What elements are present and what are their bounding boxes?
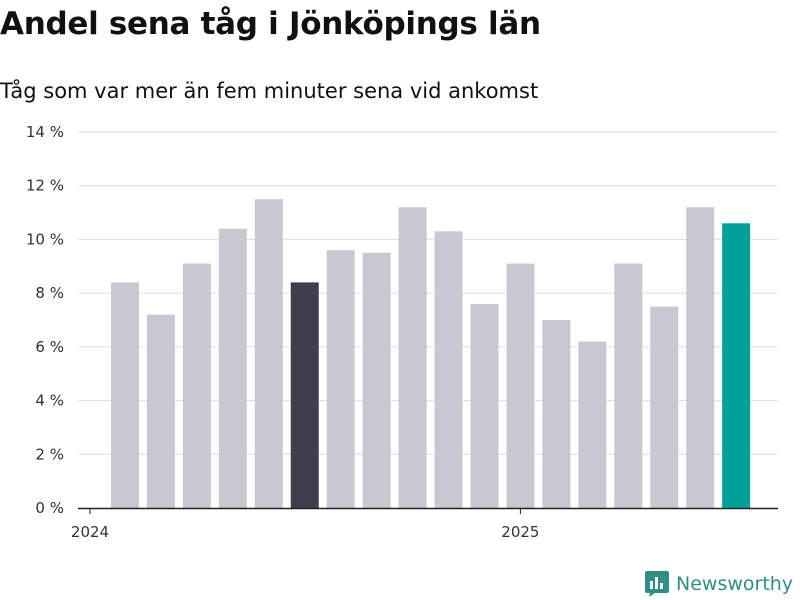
chart-title: Andel sena tåg i Jönköpings län [0, 6, 541, 42]
bar [470, 303, 499, 508]
bar [650, 306, 679, 508]
bar [398, 207, 427, 508]
bar [506, 263, 535, 508]
chart-subtitle: Tåg som var mer än fem minuter sena vid … [0, 79, 539, 103]
newsworthy-logo-icon [645, 571, 669, 597]
y-tick-label: 4 % [35, 392, 64, 410]
bar [290, 282, 319, 508]
x-tick-label: 2025 [501, 523, 539, 541]
bar [578, 341, 607, 508]
y-tick-label: 10 % [26, 230, 64, 248]
newsworthy-logo: Newsworthy [644, 570, 793, 598]
y-tick-label: 6 % [35, 338, 64, 356]
bar [434, 231, 463, 508]
y-tick-label: 2 % [35, 445, 64, 463]
x-tick-label: 2024 [71, 523, 109, 541]
y-tick-label: 0 % [35, 499, 64, 517]
bar-chart: 0 % 2 % 4 % 6 % 8 % 10 % 12 % 14 % 2024 2025 [26, 123, 778, 541]
bar [182, 263, 211, 508]
y-tick-label: 12 % [26, 177, 64, 195]
bar [686, 207, 715, 508]
bar [722, 223, 751, 509]
brand-name: Newsworthy [676, 573, 794, 595]
bar [362, 252, 391, 508]
bar [614, 263, 643, 508]
y-tick-label: 14 % [26, 123, 64, 141]
bar [254, 199, 283, 508]
y-tick-label: 8 % [35, 284, 64, 302]
bar [146, 314, 175, 508]
bar [218, 228, 247, 508]
bar [111, 282, 139, 508]
bar [326, 250, 355, 508]
bar [542, 320, 571, 508]
